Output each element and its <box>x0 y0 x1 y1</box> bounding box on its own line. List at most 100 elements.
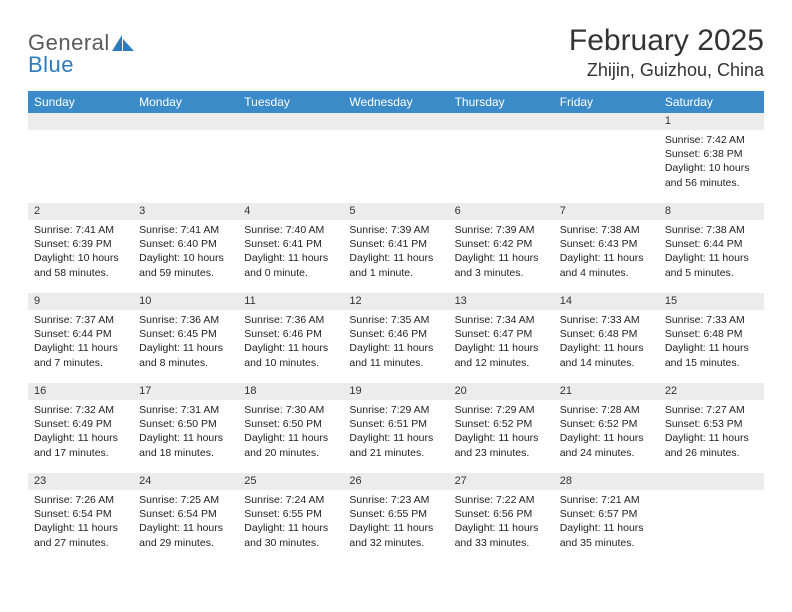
day-number: 10 <box>133 293 238 310</box>
day-number: 2 <box>28 203 133 220</box>
calendar-week: 23Sunrise: 7:26 AMSunset: 6:54 PMDayligh… <box>28 473 764 563</box>
calendar-cell <box>554 113 659 203</box>
day-body: Sunrise: 7:28 AMSunset: 6:52 PMDaylight:… <box>554 400 659 466</box>
calendar-cell: 3Sunrise: 7:41 AMSunset: 6:40 PMDaylight… <box>133 203 238 293</box>
day-number: 26 <box>343 473 448 490</box>
day-number: 7 <box>554 203 659 220</box>
day-number: 14 <box>554 293 659 310</box>
logo-sail-icon <box>112 35 134 51</box>
calendar-cell: 25Sunrise: 7:24 AMSunset: 6:55 PMDayligh… <box>238 473 343 563</box>
day-body: Sunrise: 7:31 AMSunset: 6:50 PMDaylight:… <box>133 400 238 466</box>
day-number: 3 <box>133 203 238 220</box>
day-number: 5 <box>343 203 448 220</box>
calendar-cell: 16Sunrise: 7:32 AMSunset: 6:49 PMDayligh… <box>28 383 133 473</box>
calendar-cell <box>343 113 448 203</box>
day-number: 16 <box>28 383 133 400</box>
calendar-week: 2Sunrise: 7:41 AMSunset: 6:39 PMDaylight… <box>28 203 764 293</box>
day-body: Sunrise: 7:33 AMSunset: 6:48 PMDaylight:… <box>554 310 659 376</box>
calendar-cell: 27Sunrise: 7:22 AMSunset: 6:56 PMDayligh… <box>449 473 554 563</box>
calendar-cell: 24Sunrise: 7:25 AMSunset: 6:54 PMDayligh… <box>133 473 238 563</box>
day-body: Sunrise: 7:32 AMSunset: 6:49 PMDaylight:… <box>28 400 133 466</box>
calendar-cell: 1Sunrise: 7:42 AMSunset: 6:38 PMDaylight… <box>659 113 764 203</box>
calendar-cell: 4Sunrise: 7:40 AMSunset: 6:41 PMDaylight… <box>238 203 343 293</box>
day-body: Sunrise: 7:39 AMSunset: 6:41 PMDaylight:… <box>343 220 448 286</box>
weekday-header: Monday <box>133 91 238 113</box>
calendar-week: 9Sunrise: 7:37 AMSunset: 6:44 PMDaylight… <box>28 293 764 383</box>
day-number <box>133 113 238 130</box>
day-number: 13 <box>449 293 554 310</box>
day-number: 6 <box>449 203 554 220</box>
day-body: Sunrise: 7:41 AMSunset: 6:40 PMDaylight:… <box>133 220 238 286</box>
title-block: February 2025 Zhijin, Guizhou, China <box>569 24 764 81</box>
logo: General Blue <box>28 24 134 78</box>
day-body: Sunrise: 7:38 AMSunset: 6:44 PMDaylight:… <box>659 220 764 286</box>
header: General Blue February 2025 Zhijin, Guizh… <box>28 24 764 81</box>
weekday-header: Saturday <box>659 91 764 113</box>
day-body: Sunrise: 7:34 AMSunset: 6:47 PMDaylight:… <box>449 310 554 376</box>
calendar-cell: 2Sunrise: 7:41 AMSunset: 6:39 PMDaylight… <box>28 203 133 293</box>
day-number: 27 <box>449 473 554 490</box>
calendar-cell <box>133 113 238 203</box>
weekday-header: Sunday <box>28 91 133 113</box>
calendar-cell: 23Sunrise: 7:26 AMSunset: 6:54 PMDayligh… <box>28 473 133 563</box>
calendar-cell: 15Sunrise: 7:33 AMSunset: 6:48 PMDayligh… <box>659 293 764 383</box>
calendar-cell: 6Sunrise: 7:39 AMSunset: 6:42 PMDaylight… <box>449 203 554 293</box>
calendar-cell <box>238 113 343 203</box>
day-body: Sunrise: 7:42 AMSunset: 6:38 PMDaylight:… <box>659 130 764 196</box>
day-number: 4 <box>238 203 343 220</box>
calendar-cell: 19Sunrise: 7:29 AMSunset: 6:51 PMDayligh… <box>343 383 448 473</box>
logo-text-b: Blue <box>28 52 74 78</box>
page-title: February 2025 <box>569 24 764 58</box>
day-number <box>343 113 448 130</box>
day-number: 18 <box>238 383 343 400</box>
calendar-cell: 5Sunrise: 7:39 AMSunset: 6:41 PMDaylight… <box>343 203 448 293</box>
day-body: Sunrise: 7:23 AMSunset: 6:55 PMDaylight:… <box>343 490 448 556</box>
day-number: 21 <box>554 383 659 400</box>
weekday-header: Tuesday <box>238 91 343 113</box>
calendar-cell: 20Sunrise: 7:29 AMSunset: 6:52 PMDayligh… <box>449 383 554 473</box>
calendar-week: 1Sunrise: 7:42 AMSunset: 6:38 PMDaylight… <box>28 113 764 203</box>
day-number <box>554 113 659 130</box>
day-number: 12 <box>343 293 448 310</box>
calendar-cell: 21Sunrise: 7:28 AMSunset: 6:52 PMDayligh… <box>554 383 659 473</box>
day-body: Sunrise: 7:22 AMSunset: 6:56 PMDaylight:… <box>449 490 554 556</box>
day-number <box>449 113 554 130</box>
day-number: 23 <box>28 473 133 490</box>
calendar-table: SundayMondayTuesdayWednesdayThursdayFrid… <box>28 91 764 563</box>
weekday-header: Friday <box>554 91 659 113</box>
day-body: Sunrise: 7:35 AMSunset: 6:46 PMDaylight:… <box>343 310 448 376</box>
day-number: 9 <box>28 293 133 310</box>
calendar-cell: 8Sunrise: 7:38 AMSunset: 6:44 PMDaylight… <box>659 203 764 293</box>
location: Zhijin, Guizhou, China <box>569 60 764 81</box>
calendar-cell: 10Sunrise: 7:36 AMSunset: 6:45 PMDayligh… <box>133 293 238 383</box>
calendar-cell: 7Sunrise: 7:38 AMSunset: 6:43 PMDaylight… <box>554 203 659 293</box>
day-body: Sunrise: 7:27 AMSunset: 6:53 PMDaylight:… <box>659 400 764 466</box>
day-body: Sunrise: 7:38 AMSunset: 6:43 PMDaylight:… <box>554 220 659 286</box>
day-body: Sunrise: 7:41 AMSunset: 6:39 PMDaylight:… <box>28 220 133 286</box>
day-number: 11 <box>238 293 343 310</box>
weekday-header-row: SundayMondayTuesdayWednesdayThursdayFrid… <box>28 91 764 113</box>
day-body: Sunrise: 7:37 AMSunset: 6:44 PMDaylight:… <box>28 310 133 376</box>
day-body: Sunrise: 7:26 AMSunset: 6:54 PMDaylight:… <box>28 490 133 556</box>
calendar-cell <box>659 473 764 563</box>
weekday-header: Thursday <box>449 91 554 113</box>
day-number: 17 <box>133 383 238 400</box>
day-body: Sunrise: 7:36 AMSunset: 6:46 PMDaylight:… <box>238 310 343 376</box>
day-body: Sunrise: 7:33 AMSunset: 6:48 PMDaylight:… <box>659 310 764 376</box>
calendar-cell: 26Sunrise: 7:23 AMSunset: 6:55 PMDayligh… <box>343 473 448 563</box>
day-number: 8 <box>659 203 764 220</box>
calendar-cell: 9Sunrise: 7:37 AMSunset: 6:44 PMDaylight… <box>28 293 133 383</box>
calendar-cell: 28Sunrise: 7:21 AMSunset: 6:57 PMDayligh… <box>554 473 659 563</box>
calendar-cell <box>28 113 133 203</box>
day-number: 15 <box>659 293 764 310</box>
day-number: 22 <box>659 383 764 400</box>
day-body: Sunrise: 7:40 AMSunset: 6:41 PMDaylight:… <box>238 220 343 286</box>
day-body: Sunrise: 7:21 AMSunset: 6:57 PMDaylight:… <box>554 490 659 556</box>
calendar-cell: 14Sunrise: 7:33 AMSunset: 6:48 PMDayligh… <box>554 293 659 383</box>
day-body: Sunrise: 7:29 AMSunset: 6:51 PMDaylight:… <box>343 400 448 466</box>
calendar-cell: 13Sunrise: 7:34 AMSunset: 6:47 PMDayligh… <box>449 293 554 383</box>
day-number: 1 <box>659 113 764 130</box>
day-body: Sunrise: 7:24 AMSunset: 6:55 PMDaylight:… <box>238 490 343 556</box>
weekday-header: Wednesday <box>343 91 448 113</box>
calendar-cell: 22Sunrise: 7:27 AMSunset: 6:53 PMDayligh… <box>659 383 764 473</box>
